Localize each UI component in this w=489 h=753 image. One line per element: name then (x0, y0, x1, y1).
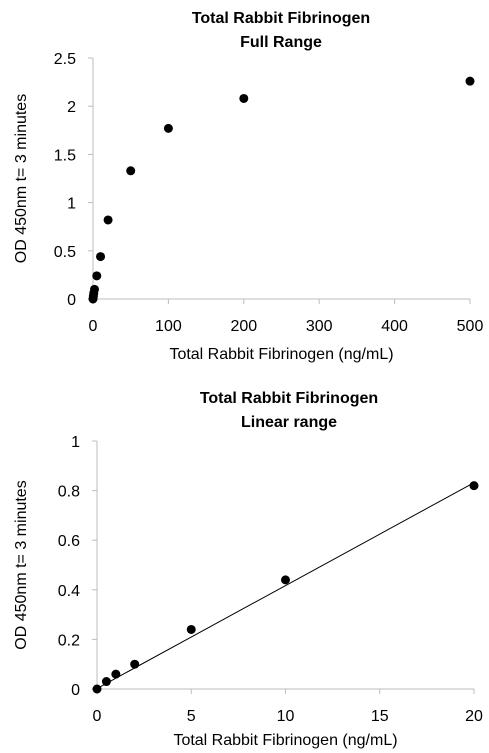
chart1-y-tick-label: 0.5 (54, 244, 76, 261)
chart1-x-tick-label: 300 (306, 318, 333, 335)
chart1-y-tick-label: 1 (67, 196, 76, 213)
chart1-data-point (126, 166, 136, 176)
chart2-data-point (111, 669, 121, 679)
chart2-data-point (281, 575, 290, 585)
chart1-y-tick-label: 2 (67, 99, 76, 116)
chart1-data-point (103, 215, 113, 225)
chart2-y-tick-label: 0.8 (58, 484, 80, 501)
chart2-y-tick-label: 0.2 (58, 632, 80, 649)
chart2-y-tick-label: 1 (71, 434, 80, 451)
chart1-data-point (92, 271, 102, 281)
chart2-x-tick-label: 0 (93, 708, 102, 725)
chart1-y-tick-label: 0 (67, 292, 76, 309)
chart1-x-tick-label: 200 (230, 318, 257, 335)
chart1-x-tick-label: 100 (155, 318, 182, 335)
chart2-x-tick-label: 5 (187, 708, 196, 725)
chart2-y-tick-label: 0.6 (58, 533, 80, 550)
chart1-y-tick-label: 2.5 (54, 51, 76, 68)
chart1-x-tick-label: 400 (381, 318, 408, 335)
chart2-x-tick-label: 20 (465, 708, 483, 725)
chart1-data-point (239, 93, 249, 103)
chart2-x-tick-label: 15 (371, 708, 389, 725)
chart1-title-line-1: Total Rabbit Fibrinogen (192, 10, 370, 27)
chart1-x-tick-label: 0 (89, 318, 98, 335)
chart2-y-axis-label: OD 450nm t= 3 minutes (13, 480, 30, 649)
chart1-y-tick-label: 1.5 (54, 147, 76, 164)
chart1-title-line-2: Full Range (240, 34, 322, 51)
chart1-data-point (465, 76, 475, 86)
chart1-data-point (90, 284, 100, 294)
chart1-data-point (163, 123, 173, 133)
chart2-data-point (469, 481, 479, 491)
chart1-x-axis-label: Total Rabbit Fibrinogen (ng/mL) (169, 346, 393, 363)
chart1-x-tick-label: 500 (457, 318, 484, 335)
chart1-data-point (96, 252, 106, 262)
chart2-x-axis-label: Total Rabbit Fibrinogen (ng/mL) (173, 732, 397, 749)
chart2-data-point (186, 624, 196, 634)
chart2-y-tick-label: 0 (71, 682, 80, 699)
chart2-trendline (96, 482, 475, 689)
chart2-y-tick-label: 0.4 (58, 583, 80, 600)
chart2-data-point (101, 677, 111, 687)
chart1-y-axis-label: OD 450nm t= 3 minutes (13, 94, 30, 263)
chart2-x-tick-label: 10 (277, 708, 295, 725)
chart2-title-line-2: Linear range (241, 414, 337, 431)
chart2-title-line-1: Total Rabbit Fibrinogen (200, 390, 378, 407)
chart2-data-point (92, 684, 102, 694)
chart2-data-point (130, 659, 140, 669)
